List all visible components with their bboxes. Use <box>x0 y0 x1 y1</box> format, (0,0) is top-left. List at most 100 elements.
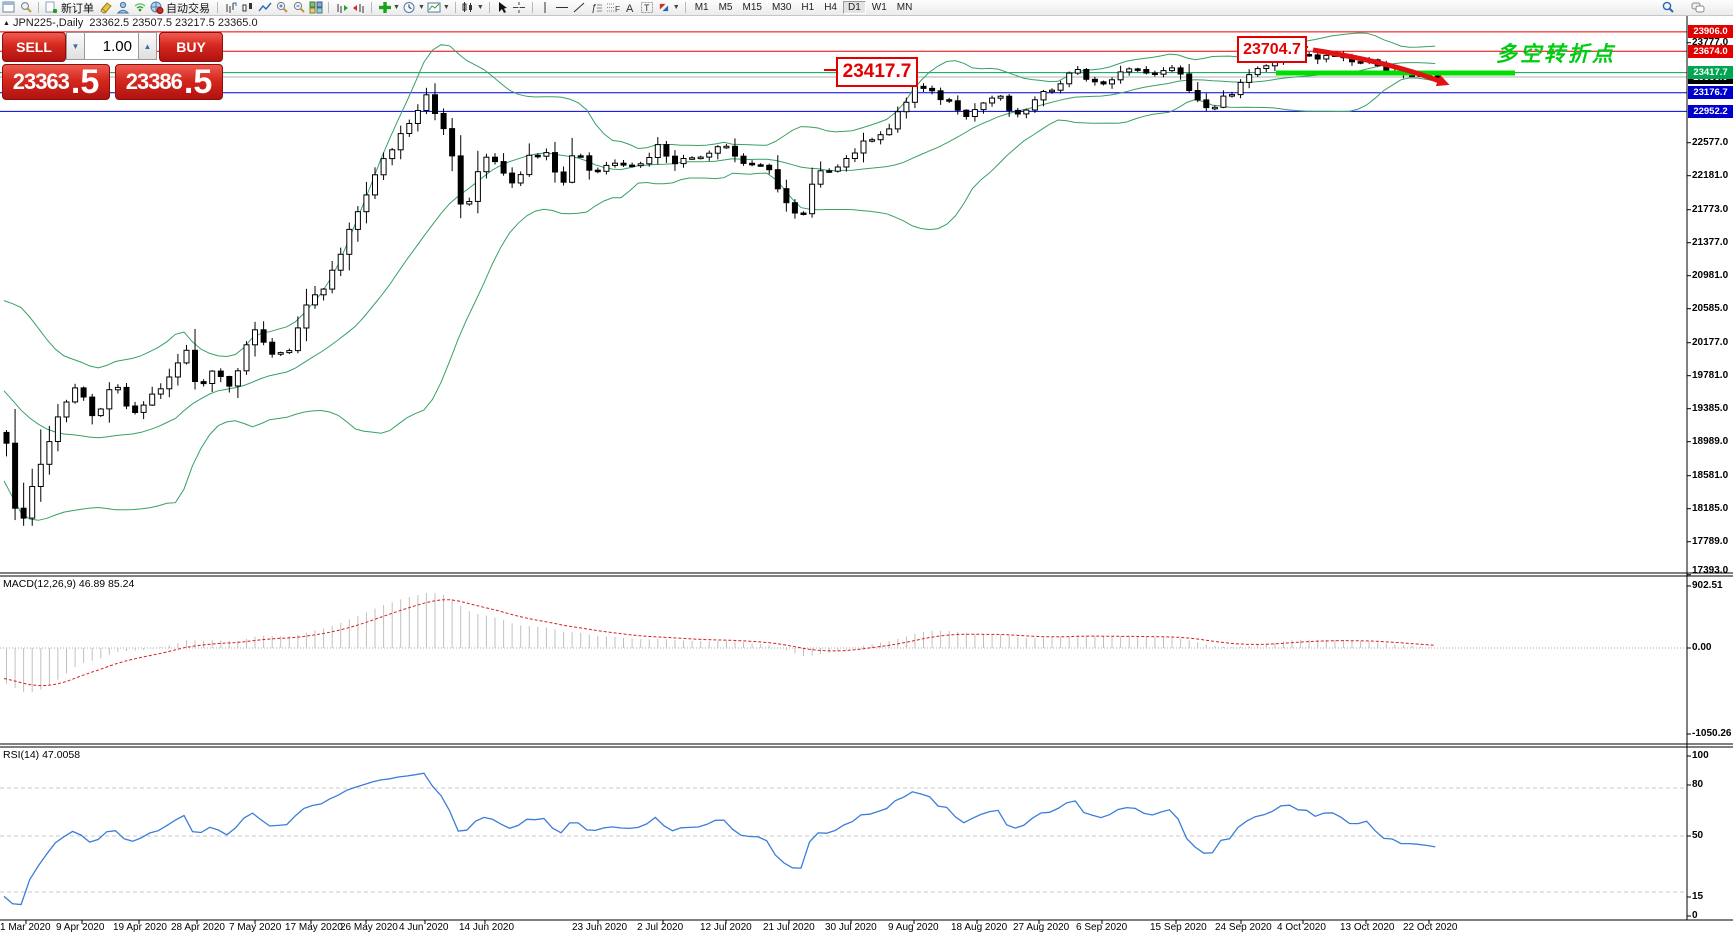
macd-label: MACD(12,26,9) 46.89 85.24 <box>3 578 135 590</box>
indicator-axis-label: 0.00 <box>1692 642 1712 653</box>
volume-control: ▼ 1.00 ▲ <box>66 32 157 60</box>
periods-icon[interactable] <box>402 1 417 14</box>
one-click-trading-panel: SELL ▼ 1.00 ▲ BUY 23363.5 23386.5 <box>2 32 223 100</box>
price-axis-tick: 20177.0 <box>1692 337 1729 349</box>
label-tool-icon[interactable]: T <box>640 1 655 14</box>
indicator-axis-label: -1050.26 <box>1692 728 1732 739</box>
price-axis-tick: 21773.0 <box>1692 204 1729 216</box>
time-axis-label: 9 Apr 2020 <box>56 922 105 933</box>
time-axis-label: 4 Jun 2020 <box>399 922 449 933</box>
zoom-out-icon[interactable] <box>291 1 306 14</box>
symbol-marker-icon: ▲ <box>3 20 10 27</box>
time-axis-label: 27 Aug 2020 <box>1013 922 1070 933</box>
time-axis-label: 24 Sep 2020 <box>1215 922 1272 933</box>
new-order-label[interactable]: 新订单 <box>61 2 94 15</box>
price-axis-tick: 20585.0 <box>1692 303 1729 315</box>
text-tool-icon[interactable]: A <box>623 1 638 14</box>
price-axis-tick: 17789.0 <box>1692 536 1729 548</box>
svg-text:A: A <box>626 3 634 14</box>
indicator-axis-label: 15 <box>1692 891 1704 902</box>
price-axis-tick: 21377.0 <box>1692 237 1729 249</box>
hline-tool-icon[interactable] <box>555 1 570 14</box>
time-axis-label: 28 Apr 2020 <box>171 922 225 933</box>
price-axis-tick: 18581.0 <box>1692 470 1729 482</box>
volume-increase-button[interactable]: ▲ <box>138 32 157 60</box>
timeframe-button-mn[interactable]: MN <box>896 2 913 13</box>
preview-icon[interactable] <box>18 1 33 14</box>
auto-scroll-icon[interactable] <box>334 1 349 14</box>
price-tag-23417_7: 23417.7 <box>1688 66 1733 80</box>
timeframe-button-h1[interactable]: H1 <box>801 2 815 13</box>
sell-price-button[interactable]: 23363.5 <box>2 64 110 100</box>
trendline-tool-icon[interactable] <box>572 1 587 14</box>
svg-text:ƒ: ƒ <box>591 3 597 14</box>
tile-windows-icon[interactable] <box>308 1 323 14</box>
chart-type-icon[interactable] <box>461 1 476 14</box>
time-axis-label: 21 Jul 2020 <box>763 922 815 933</box>
time-axis-label: 14 Jun 2020 <box>459 922 515 933</box>
time-axis-label: 7 May 2020 <box>229 922 282 933</box>
vline-tool-icon[interactable] <box>538 1 553 14</box>
time-axis-label: 9 Aug 2020 <box>888 922 939 933</box>
time-axis-label: 26 May 2020 <box>340 922 398 933</box>
timeframe-button-m15[interactable]: M15 <box>742 2 762 13</box>
bar-chart-icon[interactable] <box>223 1 238 14</box>
chat-icon[interactable] <box>1690 1 1705 14</box>
timeframe-group: M1 M5 M15 M30 H1 H4 D1 W1 MN <box>690 1 918 14</box>
timeframe-button-h4[interactable]: H4 <box>824 2 837 13</box>
timeframe-button-m1[interactable]: M1 <box>694 2 709 13</box>
signal-icon[interactable] <box>132 1 147 14</box>
price-axis-tick: 22577.0 <box>1692 137 1729 149</box>
price-axis-tick: 23777.0 <box>1692 37 1729 49</box>
indicator-axis-label: 80 <box>1692 779 1704 790</box>
price-axis-tick: 19385.0 <box>1692 403 1729 415</box>
line-chart-icon[interactable] <box>257 1 272 14</box>
indicator-axis-label: 100 <box>1692 750 1709 761</box>
time-axis-label: 17 May 2020 <box>285 922 343 933</box>
zoom-in-icon[interactable] <box>274 1 289 14</box>
price-tag-23674_0: 23674.0 <box>1688 44 1733 58</box>
search-icon[interactable] <box>1660 1 1675 14</box>
timeframe-button-m5[interactable]: M5 <box>718 2 733 13</box>
main-toolbar: 新订单 自动交易 ▼ ▼ ▼ ▼ ƒ F A T ▼ M1 M5 M15 M3 <box>0 0 1733 16</box>
chart-ohlc-values: 23362.5 23507.5 23217.5 23365.0 <box>89 17 258 29</box>
crosshair-tool-icon[interactable] <box>512 1 527 14</box>
time-axis-label: 22 Oct 2020 <box>1403 922 1458 933</box>
chart-symbol-period: JPN225-,Daily <box>12 17 84 29</box>
new-order-icon[interactable] <box>44 1 59 14</box>
templates-icon[interactable] <box>427 1 442 14</box>
indicators-icon[interactable] <box>377 1 392 14</box>
buy-price-button[interactable]: 23386.5 <box>115 64 223 100</box>
price-axis-tick: 17393.0 <box>1692 564 1729 576</box>
volume-decrease-button[interactable]: ▼ <box>66 32 85 60</box>
time-axis-label: 2 Jul 2020 <box>637 922 684 933</box>
price-tag-22952_2: 22952.2 <box>1688 104 1733 118</box>
arrows-tool-icon[interactable] <box>657 1 672 14</box>
eraser-icon[interactable] <box>98 1 113 14</box>
sell-button[interactable]: SELL <box>2 32 66 62</box>
volume-input[interactable]: 1.00 <box>85 32 138 60</box>
timeframe-button-w1[interactable]: W1 <box>871 2 887 13</box>
profile-icon[interactable] <box>115 1 130 14</box>
buy-button[interactable]: BUY <box>159 32 223 62</box>
levels-tool-icon[interactable]: F <box>606 1 621 14</box>
price-tag-23906_0: 23906.0 <box>1688 25 1733 39</box>
turning-point-note[interactable]: 多空转折点 <box>1496 43 1616 66</box>
autotrading-label[interactable]: 自动交易 <box>166 2 210 15</box>
timeframe-button-m30[interactable]: M30 <box>771 2 792 13</box>
chart-shift-icon[interactable] <box>351 1 366 14</box>
cursor-tool-icon[interactable] <box>495 1 510 14</box>
price-axis-tick: 18185.0 <box>1692 503 1729 515</box>
time-axis-label: 30 Jul 2020 <box>825 922 877 933</box>
autotrading-icon[interactable] <box>149 1 164 14</box>
candle-chart-icon[interactable] <box>240 1 255 14</box>
fibonacci-tool-icon[interactable]: ƒ <box>589 1 604 14</box>
chart-window-icon[interactable] <box>1 1 16 14</box>
indicator-axis-label: 50 <box>1692 830 1704 841</box>
timeframe-button-d1[interactable]: D1 <box>843 1 866 14</box>
price-axis-tick: 20981.0 <box>1692 270 1729 282</box>
indicator-axis-label: 902.51 <box>1692 580 1723 591</box>
price-annotation-23704[interactable]: 23704.7 <box>1237 36 1307 63</box>
price-annotation-23417[interactable]: 23417.7 <box>836 57 918 87</box>
time-axis-label: 1 Mar 2020 <box>0 922 51 933</box>
